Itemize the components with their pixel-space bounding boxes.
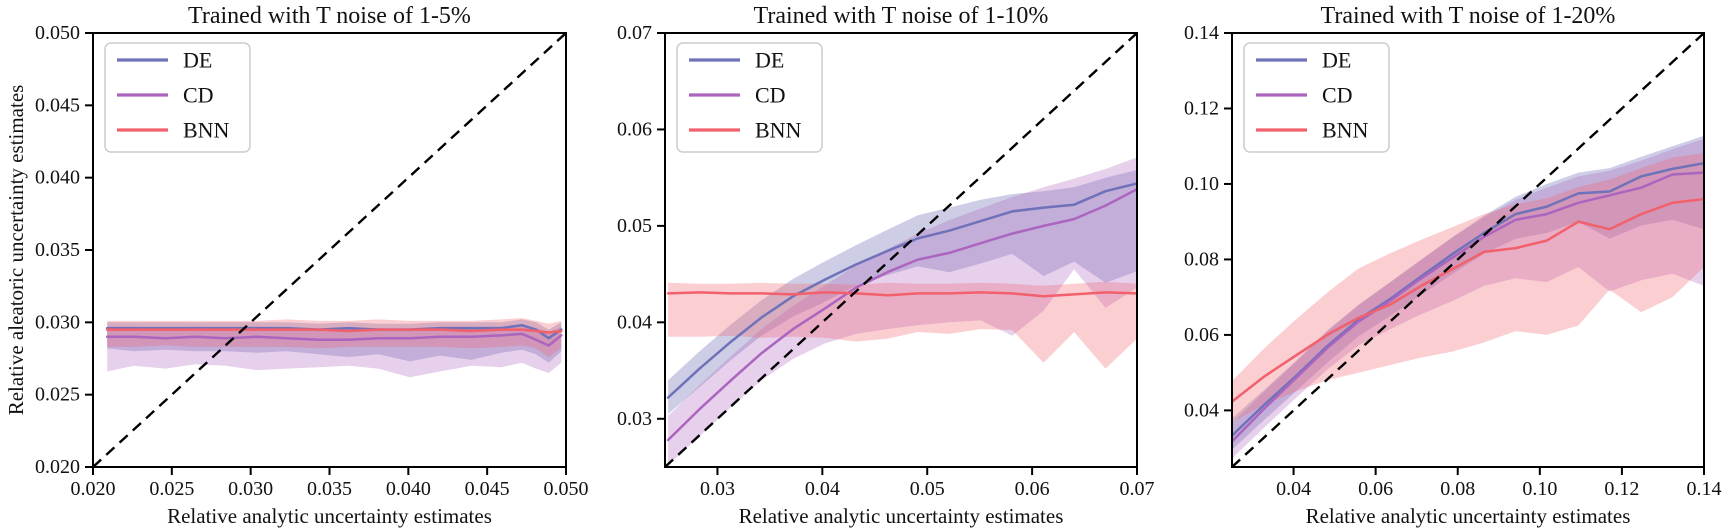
legend-label-bnn: BNN (755, 118, 802, 143)
cd-line (1232, 171, 1704, 442)
x-axis-label: Relative analytic uncertainty estimates (167, 504, 492, 528)
x-tick-label: 0.06 (1015, 478, 1050, 500)
y-tick-label: 0.05 (617, 215, 652, 237)
y-tick-label: 0.14 (1184, 22, 1219, 44)
y-tick-label: 0.07 (617, 22, 652, 44)
y-tick-label: 0.050 (35, 22, 80, 44)
legend-label-bnn: BNN (183, 118, 230, 143)
legend: DE CD BNN (1243, 42, 1390, 153)
legend-label-bnn: BNN (1322, 118, 1369, 143)
x-tick-label: 0.04 (805, 478, 840, 500)
x-tick-label: 0.04 (1276, 478, 1311, 500)
y-tick-label: 0.045 (35, 94, 80, 116)
panel-3: 0.04 0.06 0.08 0.10 0.12 0.14 0.04 0.06 0.08 0.10… (1184, 3, 1722, 528)
bnn-line (666, 291, 1137, 298)
panel-title: Trained with T noise of 1-20% (1321, 3, 1616, 29)
x-tick-label: 0.14 (1687, 478, 1722, 500)
panel-2: 0.03 0.04 0.05 0.06 0.07 0.03 0.04 0.05 0.06 0.07… (617, 3, 1155, 528)
x-tick-label: 0.07 (1120, 478, 1155, 500)
y-tick-label: 0.06 (617, 118, 652, 140)
x-axis-label: Relative analytic uncertainty estimates (1306, 504, 1631, 528)
legend-label-cd: CD (755, 83, 786, 108)
bnn-confidence-band (1232, 153, 1704, 422)
legend-label-de: DE (755, 48, 784, 73)
de-line (666, 182, 1137, 399)
de-confidence-band (1232, 135, 1704, 449)
legend: DE CD BNN (104, 42, 251, 153)
panel-title: Trained with T noise of 1-10% (754, 3, 1049, 29)
legend-label-de: DE (1322, 48, 1351, 73)
y-tick-label: 0.020 (35, 456, 80, 478)
y-tick-label: 0.04 (1184, 399, 1219, 421)
cd-confidence-band (1232, 138, 1704, 458)
x-tick-label: 0.030 (228, 478, 273, 500)
x-tick-label: 0.050 (544, 478, 589, 500)
x-tick-label: 0.06 (1358, 478, 1393, 500)
x-tick-label: 0.035 (307, 478, 352, 500)
bnn-line (105, 328, 563, 334)
x-tick-label: 0.040 (386, 478, 431, 500)
x-tick-label: 0.045 (465, 478, 510, 500)
x-tick-label: 0.03 (700, 478, 735, 500)
legend-label-cd: CD (1322, 83, 1353, 108)
axes-frame (1231, 32, 1705, 468)
y-tick-label: 0.06 (1184, 324, 1219, 346)
y-tick-label: 0.040 (35, 167, 80, 189)
legend-box (104, 42, 251, 153)
y-tick-label: 0.04 (617, 311, 652, 333)
legend: DE CD BNN (676, 42, 823, 153)
y-tick-label: 0.08 (1184, 248, 1219, 270)
y-tick-label: 0.025 (35, 384, 80, 406)
legend-box (1243, 42, 1390, 153)
y-tick-label: 0.03 (617, 408, 652, 430)
panel-title: Trained with T noise of 1-5% (188, 3, 471, 29)
x-tick-label: 0.12 (1604, 478, 1639, 500)
x-axis-label: Relative analytic uncertainty estimates (739, 504, 1064, 528)
cd-line (105, 332, 563, 347)
cd-line (666, 187, 1137, 442)
legend-label-de: DE (183, 48, 212, 73)
panel-1: 0.020 0.025 0.030 0.035 0.040 0.045 0.050 0.020… (4, 3, 589, 528)
x-tick-label: 0.025 (149, 478, 194, 500)
y-axis-label: Relative aleatoric uncertainty estimates (4, 85, 28, 416)
legend-box (676, 42, 823, 153)
legend-label-cd: CD (183, 83, 214, 108)
y-tick-label: 0.10 (1184, 173, 1219, 195)
y-tick-label: 0.035 (35, 239, 80, 261)
de-line (105, 323, 563, 340)
x-tick-label: 0.020 (71, 478, 116, 500)
x-tick-label: 0.08 (1440, 478, 1475, 500)
y-tick-label: 0.12 (1184, 97, 1219, 119)
y-tick-label: 0.030 (35, 311, 80, 333)
bnn-line (1232, 197, 1704, 403)
bnn-confidence-band (668, 281, 1137, 369)
x-tick-label: 0.10 (1522, 478, 1557, 500)
de-line (1232, 161, 1704, 437)
cd-confidence-band (668, 157, 1137, 466)
axes-frame (664, 32, 1138, 468)
x-tick-label: 0.05 (910, 478, 945, 500)
